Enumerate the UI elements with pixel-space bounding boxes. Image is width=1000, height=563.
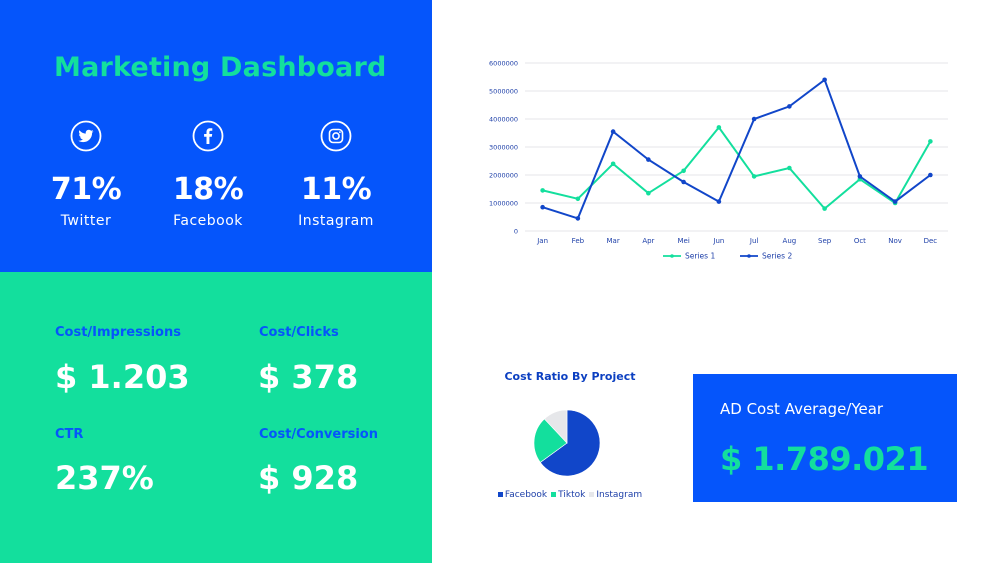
series-1-point [646,190,651,196]
cost-clicks-label: Cost/Clicks [259,325,339,340]
pie-slice-instagram [543,409,568,444]
x-tick-label: Feb [572,237,585,245]
cost-impressions-value: $ 1.203 [55,358,190,396]
series-2-point [751,116,757,122]
series-2-point [681,179,686,185]
series-1-point [681,168,686,174]
ad-cost-card: AD Cost Average/Year $ 1.789.021 [693,374,957,502]
legend-marker-series-1 [670,254,674,258]
y-tick-label: 5000000 [489,88,518,96]
y-tick-label: 6000000 [489,60,518,68]
monthly-line-chart: 0 1000000 2000000 3000000 4000000 5000000 6000… [489,60,948,261]
pie-legend-item-instagram: Instagram [589,490,642,500]
series-1-point [610,161,616,167]
ctr-label: CTR [55,427,84,442]
facebook-percent: 18% [172,172,244,207]
series-2-point [928,172,933,178]
y-tick-label: 4000000 [489,116,518,124]
pie-legend-label: Tiktok [558,490,586,500]
legend-label-series-2: Series 2 [762,252,792,261]
series-2-point [646,157,651,162]
x-tick-label: Jul [749,237,759,245]
pie-legend-item-facebook: Facebook [497,490,548,500]
x-tick-label: Jun [712,237,724,245]
social-stat-instagram: 11% Instagram [271,120,401,229]
series-1-line [542,125,932,210]
x-tick-label: Sep [818,237,832,245]
cost-impressions-label: Cost/Impressions [55,325,181,340]
legend-marker-series-2 [747,254,751,258]
instagram-icon [320,120,352,152]
cost-panel: Cost/Impressions $ 1.203 Cost/Clicks $ 3… [0,272,432,563]
facebook-label: Facebook [173,213,243,229]
x-tick-label: Jan [536,237,548,245]
x-tick-label: Oct [854,237,866,245]
twitter-percent: 71% [50,172,122,207]
y-tick-label: 1000000 [489,200,518,208]
social-stat-facebook: 18% Facebook [143,120,273,229]
ad-cost-value: $ 1.789.021 [720,440,929,478]
pie-legend-item-tiktok: Tiktok [551,490,585,500]
y-tick-label: 0 [514,228,518,236]
pie-chart-title: Cost Ratio By Project [504,370,636,383]
series-2-point [892,199,898,204]
series-1-point [928,139,933,144]
series-2-point [540,204,545,210]
pie-slice-facebook [539,409,601,477]
ctr-value: 237% [55,459,154,497]
series-1-point [716,125,722,130]
social-panel: Marketing Dashboard 71% Twitter 18% Face… [0,0,432,272]
series-1-point [787,165,792,171]
series-2-point [857,174,863,179]
x-tick-label: Nov [888,237,902,245]
series-1-point [575,196,581,202]
pie-slice-tiktok [533,418,568,463]
x-tick-label: Apr [642,237,654,245]
y-tick-label: 2000000 [489,172,518,180]
cost-conversion-value: $ 928 [258,459,359,497]
series-2-point [822,77,827,83]
pie-legend-swatch [497,492,503,497]
series-1-point [751,174,757,179]
series-2-point [716,199,722,204]
pie-legend-swatch [551,492,557,497]
pie-legend-label: Facebook [504,490,548,500]
series-2-point [787,104,792,109]
pie-legend-label: Instagram [596,490,643,500]
page-title: Marketing Dashboard [54,52,387,83]
series-1-point [540,188,545,193]
twitter-icon [70,120,102,152]
social-stat-twitter: 71% Twitter [21,120,151,229]
twitter-label: Twitter [60,213,112,229]
instagram-label: Instagram [298,213,374,229]
series-1-point [822,206,827,211]
instagram-percent: 11% [300,172,372,207]
cost-ratio-pie-chart [533,409,601,477]
x-tick-label: Mar [607,237,620,245]
cost-clicks-value: $ 378 [258,358,359,396]
pie-legend: Facebook Tiktok Instagram [490,490,650,500]
x-tick-label: Aug [783,237,797,245]
series-2-line [542,78,931,220]
pie-legend-swatch [589,492,595,497]
x-tick-label: Mei [677,237,689,245]
series-2-point [575,216,581,221]
x-tick-label: Dec [924,237,938,245]
y-tick-label: 3000000 [489,144,518,152]
facebook-icon [192,120,224,152]
legend-label-series-1: Series 1 [685,252,715,261]
series-2-point [610,129,616,134]
ad-cost-label: AD Cost Average/Year [720,400,884,418]
cost-conversion-label: Cost/Conversion [259,427,378,442]
